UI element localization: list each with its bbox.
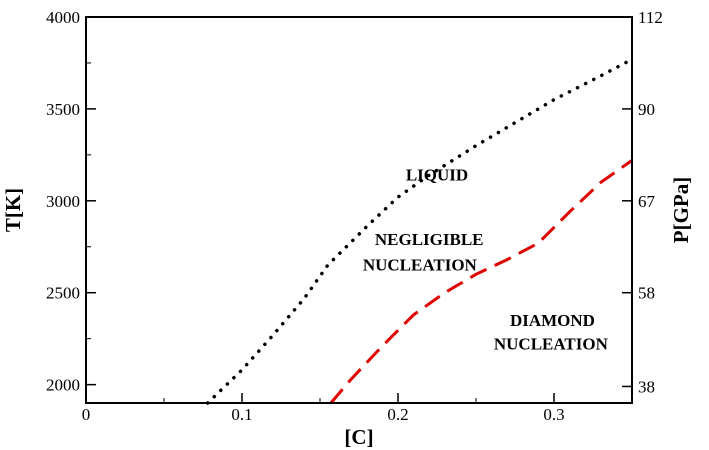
region-label: LIQUID: [406, 166, 468, 185]
y2-tick-label: 112: [638, 8, 663, 27]
y2-tick-label: 67: [638, 192, 656, 211]
y2-tick-label: 38: [638, 377, 655, 396]
region-label: NUCLEATION: [363, 256, 478, 275]
x-tick-label: 0.2: [387, 405, 408, 424]
region-label: DIAMOND: [510, 311, 595, 330]
y-tick-label: 4000: [46, 8, 80, 27]
x-axis-title: [C]: [344, 425, 373, 449]
region-label: NUCLEATION: [494, 335, 609, 354]
labels-layer: 0 0.1 0.2 0.3 2000 2500 3000 3500 4000 38 58 67 90 11…: [46, 8, 663, 424]
y2-tick-label: 58: [638, 284, 655, 303]
y-tick-label: 3500: [46, 100, 80, 119]
dashed-boundary-line: [331, 160, 632, 403]
y-tick-label: 2500: [46, 284, 80, 303]
y2-tick-label: 90: [638, 100, 655, 119]
x-tick-label: 0: [82, 405, 91, 424]
y2-axis-title: P[GPa]: [669, 177, 693, 243]
y-axis-title: T[K]: [1, 188, 25, 232]
x-tick-label: 0.3: [543, 405, 564, 424]
region-label: NEGLIGIBLE: [375, 230, 484, 249]
x-tick-label: 0.1: [231, 405, 252, 424]
y-tick-label: 2000: [46, 376, 80, 395]
y-tick-label: 3000: [46, 192, 80, 211]
